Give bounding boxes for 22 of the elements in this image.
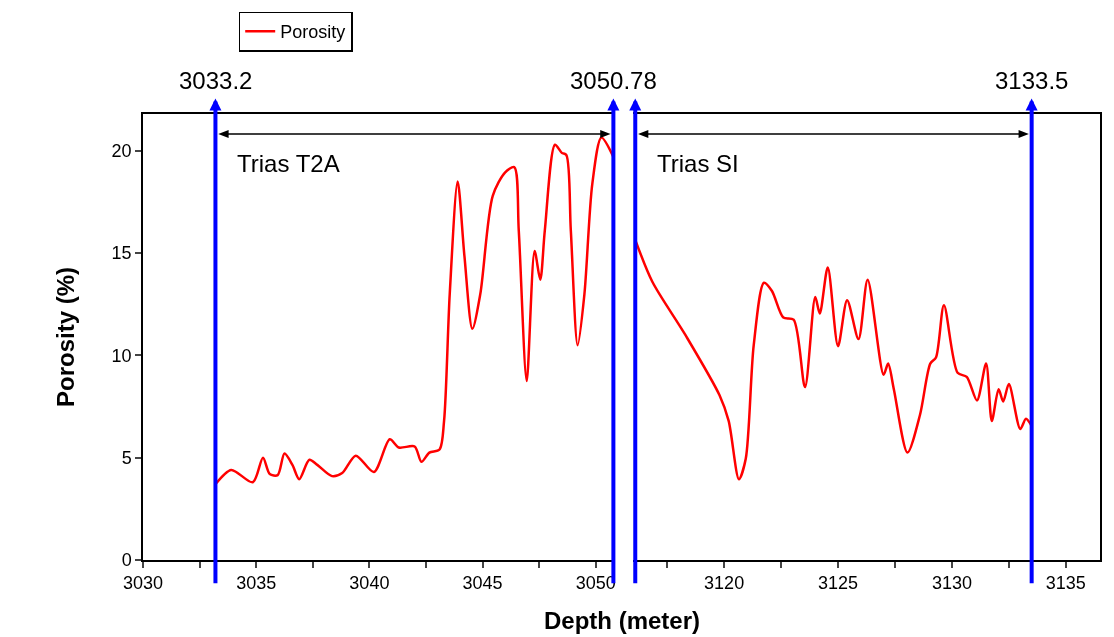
x-tick-label: 3035: [236, 573, 277, 594]
y-tick-label: 20: [111, 141, 132, 162]
x-axis-title: Depth (meter): [544, 607, 701, 634]
x-tick-label: 3135: [1045, 573, 1086, 594]
x-tick-label: 3130: [931, 573, 972, 594]
line-series: [214, 136, 614, 486]
ref-line-label: 3050.78: [570, 67, 657, 94]
x-tick-label: 3125: [817, 573, 859, 594]
x-tick-label: 3040: [349, 573, 390, 594]
x-tick-label: 3120: [704, 573, 745, 594]
ref-line-label: 3033.2: [179, 67, 253, 94]
y-tick-label: 15: [111, 243, 132, 264]
y-tick-label: 0: [121, 550, 132, 571]
ref-line-label: 3133.5: [995, 67, 1069, 94]
x-tick-label: 3045: [462, 573, 503, 594]
x-tick-label: 3030: [122, 573, 164, 594]
legend-label: Porosity: [280, 22, 346, 43]
y-axis-title: Porosity (%): [52, 266, 80, 408]
y-tick-label: 10: [111, 345, 132, 366]
annotation: Trias T2A: [237, 150, 340, 177]
y-tick-label: 5: [121, 448, 132, 469]
annotation: Trias SI: [657, 150, 739, 177]
